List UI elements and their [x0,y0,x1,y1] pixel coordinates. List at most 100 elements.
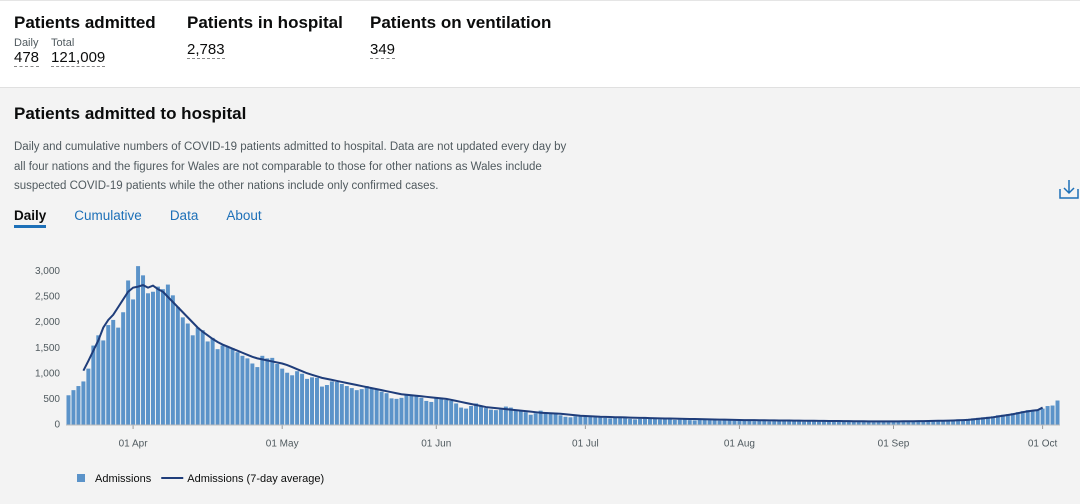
bar [687,420,692,425]
bar [155,286,160,425]
bar [563,416,568,425]
bar [767,421,772,425]
bar [1045,406,1050,425]
headline-stat: Patients in hospital 2,783 [187,13,343,59]
bar [633,419,638,425]
bar [772,421,777,425]
bar [1040,408,1045,425]
bar [369,387,374,425]
bar [300,373,305,425]
bar [96,335,101,425]
bar [1020,411,1025,425]
bar [116,327,121,425]
headline-bar: Patients admitted Daily 478 Total 121,009 Pat… [0,0,1080,88]
stat-label: Total [51,37,75,49]
bar [225,346,230,425]
bar [573,416,578,425]
bar [762,420,767,425]
legend-swatch [77,474,85,482]
bar [831,421,836,425]
bar [802,421,807,425]
y-tick-label: 0 [54,420,60,431]
x-tick-label: 01 Jun [421,439,451,450]
stat-value: 478 [14,49,40,67]
bar [240,355,245,425]
bar [170,295,175,425]
bar [146,293,150,425]
bar [603,417,608,425]
bar [215,349,220,425]
bar [1005,414,1010,425]
bar [777,420,782,425]
tab[interactable]: Daily [14,208,47,228]
bar [260,355,265,425]
bar [608,418,613,425]
bar [280,368,285,425]
tab[interactable]: About [226,208,262,223]
bar [513,410,518,425]
bar [881,421,886,425]
bar [717,420,722,425]
bar [454,403,459,425]
bar [1015,412,1020,425]
bar [150,291,155,425]
bar [339,384,344,425]
bar [464,408,469,425]
bar [329,381,334,425]
bar [553,412,558,425]
bar [707,420,712,425]
bar [826,421,831,425]
bar [588,416,593,425]
bar [712,420,717,425]
bar [931,421,936,425]
bar [493,410,498,425]
y-tick-label: 500 [43,394,60,405]
bar [245,358,250,425]
stat-title: Patients admitted [14,13,156,32]
bar [101,340,106,425]
bar [727,420,732,425]
bar [518,411,523,425]
bar [757,420,762,425]
bar [980,417,985,425]
chart-card: Patients admitted to hospital Daily and … [0,88,1080,504]
bar [638,418,643,425]
download-button[interactable] [1058,178,1080,200]
bar [578,415,583,425]
bar [409,395,414,425]
stat-items: 2,783 [187,37,343,59]
bar [528,414,533,425]
x-tick-label: 01 May [266,439,299,450]
description: Daily and cumulative numbers of COVID-19… [14,138,566,197]
bar [479,405,483,425]
bar [106,325,111,425]
stat-items: Daily 478 Total 121,009 [14,37,156,67]
tab[interactable]: Data [169,208,199,223]
bar [652,418,657,425]
bar [364,386,369,425]
headline-stat: Patients on ventilation 349 [370,13,551,59]
bar [175,307,180,425]
bar [866,421,871,425]
bar [618,417,623,425]
bar [424,400,429,425]
bar [807,421,812,425]
bar [886,421,891,425]
bar [1050,405,1055,425]
stat-item: Total 121,009 [51,37,106,67]
bar [344,386,349,425]
bar [623,418,628,425]
bar [165,284,170,425]
bar [792,420,797,425]
bar [205,341,210,425]
card-title: Patients admitted to hospital [14,104,247,123]
stat-value: 121,009 [51,49,106,67]
bar [891,421,896,425]
bar [533,413,538,425]
bar [374,389,379,425]
bar [1010,413,1015,425]
bar [995,415,1000,425]
bar [682,419,687,425]
tab[interactable]: Cumulative [74,208,142,223]
